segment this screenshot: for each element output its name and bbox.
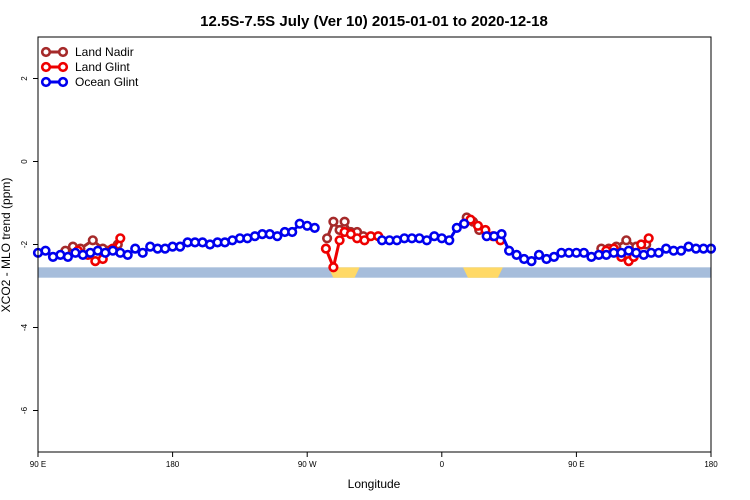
data-point (643, 233, 654, 244)
legend-label: Ocean Glint (75, 75, 139, 89)
y-tick-label: 0 (20, 159, 29, 164)
data-point (328, 262, 339, 273)
legend-item: Land Nadir (40, 45, 134, 59)
data-point (322, 233, 333, 244)
data-point (175, 241, 186, 252)
data-point (334, 235, 345, 246)
y-tick-label: -4 (20, 323, 29, 331)
chart-title: 12.5S-7.5S July (Ver 10) 2015-01-01 to 2… (200, 13, 548, 30)
data-point (339, 216, 350, 227)
data-point (504, 245, 515, 256)
data-point (272, 231, 283, 242)
legend-marker (40, 76, 52, 88)
x-tick-label: 180 (166, 460, 180, 469)
y-tick-label: -2 (20, 240, 29, 248)
data-point (87, 235, 98, 246)
data-point (287, 226, 298, 238)
data-point (548, 251, 560, 262)
data-point (653, 247, 664, 258)
legend-item: Land Glint (40, 60, 130, 74)
legend-marker (57, 46, 69, 58)
x-axis-label: Longitude (348, 477, 401, 491)
data-point (511, 249, 522, 260)
data-point (320, 243, 332, 254)
x-axis: 90 E 180 90 W 0 90 E 180 (30, 452, 718, 469)
series-layer (32, 212, 717, 273)
x-tick-label: 180 (704, 460, 718, 469)
data-point (496, 229, 507, 240)
x-tick-label: 90 E (568, 460, 584, 469)
legend-marker (57, 61, 69, 73)
legend-label: Land Glint (75, 60, 130, 74)
data-point (472, 220, 484, 231)
legend-item: Ocean Glint (40, 75, 139, 89)
data-point (137, 247, 148, 258)
data-point (328, 216, 339, 227)
data-point (421, 235, 432, 246)
data-point (115, 233, 126, 244)
data-point (451, 222, 462, 233)
land-ocean-strip (38, 267, 711, 278)
series-ocean-glint (32, 218, 717, 267)
data-point (636, 239, 647, 250)
data-point (122, 249, 133, 260)
data-point (621, 235, 632, 246)
data-point (459, 218, 470, 229)
legend-marker (40, 46, 52, 58)
y-axis: 2 0 -2 -4 -6 (20, 76, 38, 414)
y-tick-label: 2 (20, 76, 29, 81)
y-tick-label: -6 (20, 406, 29, 414)
legend-marker (57, 76, 69, 88)
data-point (533, 249, 545, 260)
land-strip-1 (462, 267, 503, 278)
data-point (526, 256, 537, 267)
legend-label: Land Nadir (75, 45, 134, 59)
data-point (675, 245, 687, 256)
data-point (62, 251, 73, 262)
ocean-strip (38, 267, 711, 278)
x-tick-label: 0 (440, 460, 445, 469)
data-point (40, 245, 51, 256)
data-point (444, 235, 455, 246)
data-point (578, 247, 590, 258)
series-land-glint (72, 214, 654, 273)
x-tick-label: 90 W (298, 460, 317, 469)
data-point (309, 222, 320, 233)
data-point (130, 243, 141, 254)
x-tick-label: 90 E (30, 460, 46, 469)
legend-marker (40, 61, 52, 73)
y-axis-label: XCO2 - MLO trend (ppm) (0, 178, 13, 313)
